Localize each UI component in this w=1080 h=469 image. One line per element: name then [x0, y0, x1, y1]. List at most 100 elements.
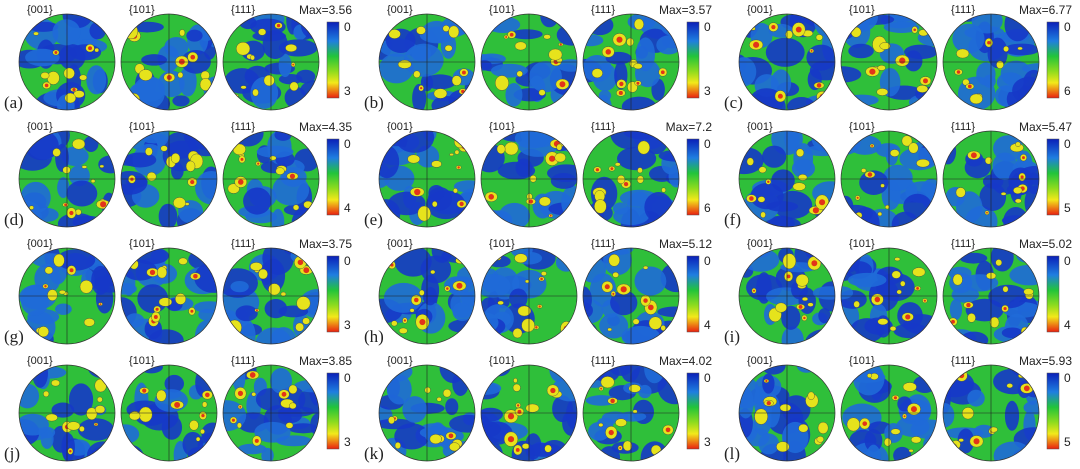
- blue-region: [811, 131, 835, 153]
- yellow-spot: [1013, 186, 1023, 194]
- max-label: Max=5.47: [1019, 120, 1072, 134]
- yellow-spot: [633, 63, 643, 70]
- red-spot: [95, 423, 97, 426]
- yellow-spot: [47, 289, 58, 301]
- yellow-spot: [544, 444, 552, 453]
- yellow-spot: [807, 302, 814, 307]
- yellow-spot: [512, 383, 521, 392]
- red-spot: [903, 415, 906, 418]
- blue-region: [255, 388, 285, 411]
- pole-figure: [943, 131, 1039, 227]
- red-spot: [456, 282, 463, 289]
- red-spot: [620, 286, 627, 293]
- yellow-spot: [614, 162, 621, 167]
- blue-region: [594, 94, 612, 110]
- yellow-spot: [424, 386, 431, 394]
- red-spot: [99, 303, 102, 306]
- blue-region: [164, 374, 185, 393]
- red-spot: [862, 421, 868, 426]
- pole-label: {111}: [231, 121, 255, 133]
- yellow-spot: [398, 327, 408, 334]
- yellow-spot: [430, 269, 436, 275]
- yellow-spot: [969, 93, 983, 105]
- yellow-spot: [179, 29, 186, 37]
- pole-figure: [19, 248, 115, 344]
- red-spot: [777, 93, 783, 99]
- pole-label: {001}: [747, 238, 773, 250]
- pole-label: {111}: [231, 355, 255, 367]
- yellow-spot: [955, 187, 966, 198]
- colorbar: [1046, 372, 1060, 450]
- blue-region: [1016, 249, 1038, 263]
- pole-label: {101}: [849, 4, 875, 16]
- colorbar-tick: 0: [1064, 20, 1071, 34]
- blue-region: [203, 365, 217, 384]
- yellow-spot: [86, 407, 98, 421]
- red-spot: [515, 448, 520, 452]
- colorbar: [686, 138, 700, 216]
- colorbar-tick: 0: [704, 20, 711, 34]
- blue-region: [943, 402, 955, 428]
- yellow-spot: [816, 91, 829, 103]
- pole-outline: [120, 364, 218, 462]
- red-spot: [987, 40, 991, 45]
- yellow-spot: [413, 70, 421, 79]
- yellow-spot: [449, 442, 460, 452]
- panel-label: (g): [4, 327, 24, 346]
- blue-region: [557, 59, 577, 72]
- blue-region: [566, 398, 577, 430]
- red-spot: [803, 316, 806, 320]
- blue-region: [967, 389, 985, 407]
- yellow-spot: [99, 164, 105, 168]
- pole-outline: [582, 130, 680, 228]
- yellow-spot: [785, 30, 793, 39]
- yellow-spot: [285, 422, 294, 429]
- max-label: Max=3.56: [299, 3, 352, 17]
- yellow-spot: [79, 74, 88, 81]
- pole-outline: [378, 13, 476, 111]
- blue-region: [299, 288, 319, 319]
- blue-region: [853, 365, 885, 396]
- red-spot: [951, 319, 955, 324]
- yellow-spot: [394, 442, 401, 449]
- blue-region: [770, 69, 792, 97]
- blue-region: [271, 208, 285, 227]
- red-spot: [403, 319, 407, 322]
- blue-region: [186, 29, 203, 42]
- red-spot: [535, 326, 538, 329]
- pole-label: {101}: [129, 4, 155, 16]
- red-spot: [856, 196, 859, 199]
- colorbar-tick: 3: [344, 318, 351, 332]
- yellow-spot: [889, 326, 897, 332]
- red-spot: [605, 49, 612, 55]
- red-spot: [749, 196, 754, 201]
- red-spot: [507, 436, 515, 443]
- pole-figure: [19, 14, 115, 110]
- blue-region: [554, 14, 576, 29]
- pole-outline: [222, 364, 320, 462]
- pole-label: {111}: [231, 238, 255, 250]
- panel: {001} {101} {111} Max=4.02 0 3 (k): [364, 354, 712, 463]
- red-spot: [913, 28, 917, 32]
- red-spot: [812, 207, 819, 214]
- blue-region: [485, 16, 521, 34]
- colorbar-tick: 0: [1064, 254, 1071, 268]
- yellow-spot: [40, 72, 50, 80]
- blue-region: [57, 177, 70, 199]
- red-spot: [619, 81, 624, 87]
- red-spot: [538, 305, 541, 308]
- blue-region: [193, 301, 217, 314]
- blue-region: [121, 283, 137, 295]
- yellow-spot: [612, 271, 619, 278]
- panel: {001} {101} {111} Max=5.02 0 4 (i): [724, 237, 1072, 346]
- yellow-spot: [58, 289, 66, 295]
- yellow-spot: [263, 74, 275, 87]
- red-spot: [237, 390, 244, 396]
- yellow-spot: [889, 149, 900, 157]
- yellow-spot: [600, 376, 615, 389]
- blue-region: [223, 89, 235, 110]
- yellow-spot: [433, 88, 448, 99]
- blue-region: [456, 248, 475, 263]
- yellow-spot: [760, 211, 766, 218]
